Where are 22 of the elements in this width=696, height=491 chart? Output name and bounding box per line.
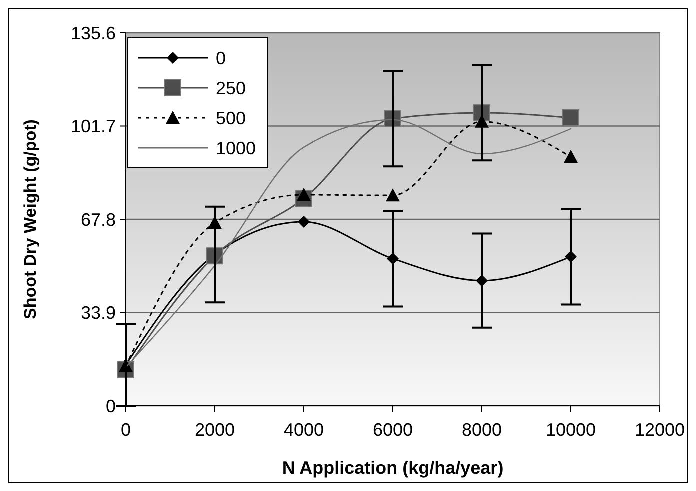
x-tick-label: 10000 xyxy=(546,420,596,440)
y-tick-label: 0 xyxy=(106,396,116,416)
y-tick-label: 67.8 xyxy=(80,210,116,230)
y-tick-label: 135.6 xyxy=(70,23,116,44)
x-tick-label: 12000 xyxy=(634,420,686,440)
y-tick-label: 33.9 xyxy=(80,303,116,324)
x-tick-label: 2000 xyxy=(194,420,236,440)
legend-label: 500 xyxy=(216,108,246,128)
point xyxy=(298,216,310,228)
x-tick-label: 0 xyxy=(120,420,132,440)
y-tick-label: 101.7 xyxy=(70,116,116,137)
x-axis-title: N Application (kg/ha/year) xyxy=(282,458,504,478)
legend-label: 250 xyxy=(216,78,246,98)
x-tick-label: 4000 xyxy=(284,420,324,440)
legend-label: 1000 xyxy=(216,138,256,158)
point xyxy=(386,188,400,202)
legend-label: 0 xyxy=(216,48,226,68)
point xyxy=(564,150,578,164)
x-tick-label: 8000 xyxy=(462,420,502,440)
x-tick-label: 6000 xyxy=(372,420,414,440)
point xyxy=(562,110,580,126)
y-axis-title: Shoot Dry Weight (g/pot) xyxy=(21,120,40,320)
